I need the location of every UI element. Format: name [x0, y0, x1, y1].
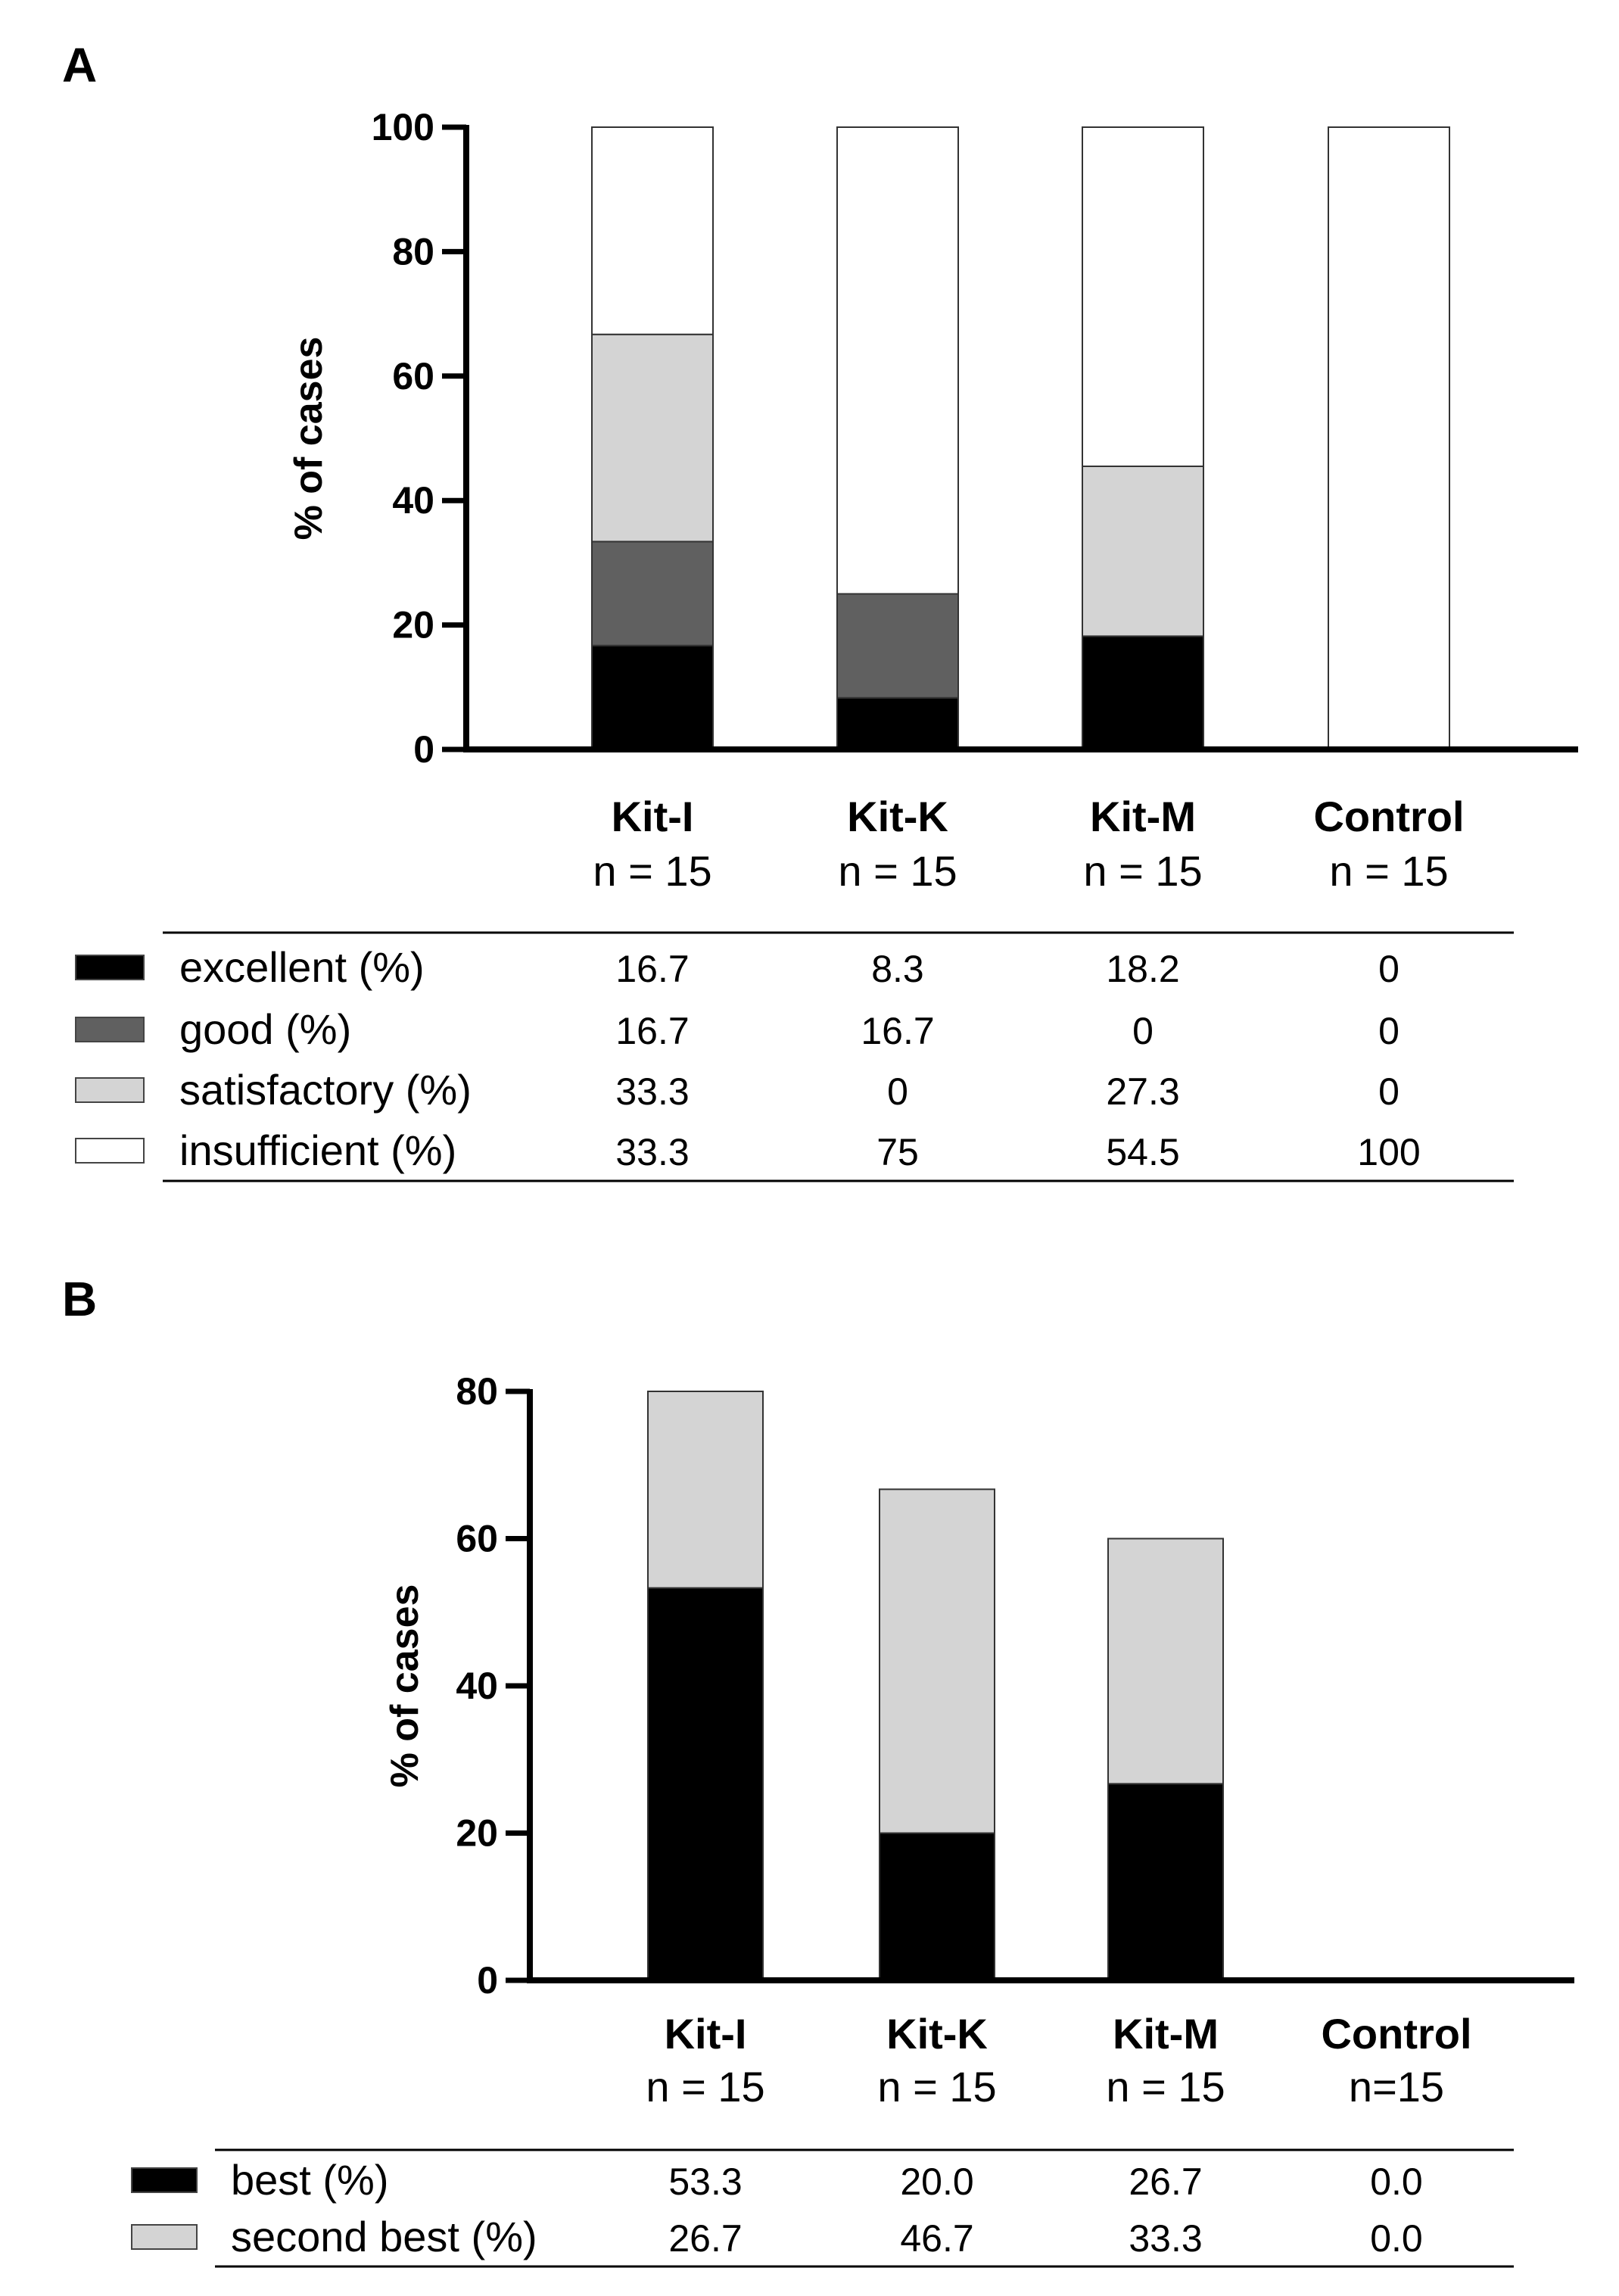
table-cell: 33.3	[1129, 2217, 1202, 2260]
legend-swatch	[75, 1077, 145, 1103]
y-tick-label: 60	[392, 355, 434, 397]
table-cell: 33.3	[615, 1070, 689, 1113]
category-n-label: n=15	[1349, 2063, 1444, 2111]
category-n-label: n = 15	[646, 2063, 764, 2111]
category-label: Kit-K	[886, 2010, 988, 2058]
bar-segment-insufficient	[591, 126, 714, 335]
table-cell: 0.0	[1370, 2217, 1423, 2260]
legend-swatch	[75, 1138, 145, 1164]
table-cell: 18.2	[1106, 948, 1179, 990]
table-cell: 100	[1357, 1131, 1420, 1173]
panel-b-chart: 0 20 40 60 80 % of cases Kit-I n = 15 Kit-K n = 1…	[131, 1370, 1574, 2268]
panel-label-a: A	[62, 38, 97, 92]
bar-segment-best	[647, 1587, 764, 1981]
panel-label-b: B	[62, 1272, 97, 1326]
bar-segment-good	[836, 593, 959, 699]
table-cell: 16.7	[615, 1010, 689, 1052]
category-label: Kit-M	[1113, 2010, 1219, 2058]
bar-segment-best	[1107, 1783, 1224, 1982]
table-cell: 0	[887, 1070, 908, 1113]
legend-swatch	[131, 2224, 198, 2250]
bar-segment-insufficient	[836, 126, 959, 595]
table-cell: 20.0	[900, 2160, 973, 2203]
y-axis-label: % of cases	[287, 337, 331, 541]
bar-segment-best	[879, 1832, 995, 1981]
table-cell: 8.3	[871, 948, 924, 990]
bar-segment-excellent	[591, 644, 714, 751]
table-cell: 16.7	[615, 948, 689, 990]
category-label: Kit-I	[612, 793, 694, 840]
bar-segment-good	[591, 541, 714, 646]
bar-segment-satisfactory	[1082, 465, 1204, 637]
table-cell: 46.7	[900, 2217, 973, 2260]
legend-label: good (%)	[179, 1005, 351, 1053]
table-cell: 27.3	[1106, 1070, 1179, 1113]
table-cell: 54.5	[1106, 1131, 1179, 1173]
legend-swatch	[131, 2167, 198, 2193]
category-n-label: n = 15	[1106, 2063, 1225, 2111]
category-n-label: n = 15	[877, 2063, 996, 2111]
legend-swatch	[75, 955, 145, 980]
bar-segment-excellent	[836, 696, 959, 750]
y-tick-label: 80	[456, 1370, 498, 1413]
legend-label: insufficient (%)	[179, 1126, 456, 1174]
bar-segment-secondbest	[879, 1488, 995, 1834]
bar-segment-secondbest	[1107, 1537, 1224, 1785]
table-cell: 53.3	[668, 2160, 742, 2203]
y-tick-label: 20	[456, 1812, 498, 1855]
category-label: Kit-M	[1090, 793, 1196, 840]
table-cell: 0	[1378, 948, 1400, 990]
bar-segment-satisfactory	[591, 333, 714, 543]
category-label: Kit-I	[665, 2010, 747, 2058]
bar-segment-secondbest	[647, 1391, 764, 1589]
legend-label: satisfactory (%)	[179, 1066, 472, 1114]
category-label: Kit-K	[847, 793, 948, 840]
y-tick-label: 40	[456, 1665, 498, 1707]
table-cell: 16.7	[861, 1010, 934, 1052]
category-label: Control	[1313, 793, 1464, 840]
table-cell: 0.0	[1370, 2160, 1423, 2203]
bar-segment-excellent	[1082, 635, 1204, 750]
category-n-label: n = 15	[838, 847, 957, 895]
category-n-label: n = 15	[593, 847, 711, 895]
table-cell: 0	[1132, 1010, 1154, 1052]
bar-segment-insufficient	[1328, 126, 1450, 750]
table-cell: 33.3	[615, 1131, 689, 1173]
table-cell: 75	[876, 1131, 919, 1173]
legend-label: best (%)	[231, 2156, 389, 2204]
y-tick-label: 0	[413, 728, 434, 771]
y-tick-label: 100	[372, 106, 434, 148]
y-tick-label: 40	[392, 479, 434, 522]
y-tick-label: 20	[392, 604, 434, 646]
table-cell: 0	[1378, 1010, 1400, 1052]
table-cell: 26.7	[1129, 2160, 1202, 2203]
legend-label: excellent (%)	[179, 943, 425, 991]
table-cell: 0	[1378, 1070, 1400, 1113]
y-tick-label: 60	[456, 1518, 498, 1560]
table-cell: 26.7	[668, 2217, 742, 2260]
legend-label: second best (%)	[231, 2213, 537, 2260]
y-axis-label: % of cases	[383, 1584, 427, 1788]
category-n-label: n = 15	[1083, 847, 1202, 895]
category-label: Control	[1321, 2010, 1471, 2058]
category-n-label: n = 15	[1329, 847, 1448, 895]
y-tick-label: 80	[392, 230, 434, 273]
panel-a-chart: 0 20 40 60 80 100 % of cases Kit-I n = 15 Kit-K n …	[75, 106, 1578, 1182]
legend-swatch	[75, 1017, 145, 1042]
y-tick-label: 0	[477, 1959, 498, 2002]
bar-segment-insufficient	[1082, 126, 1204, 467]
